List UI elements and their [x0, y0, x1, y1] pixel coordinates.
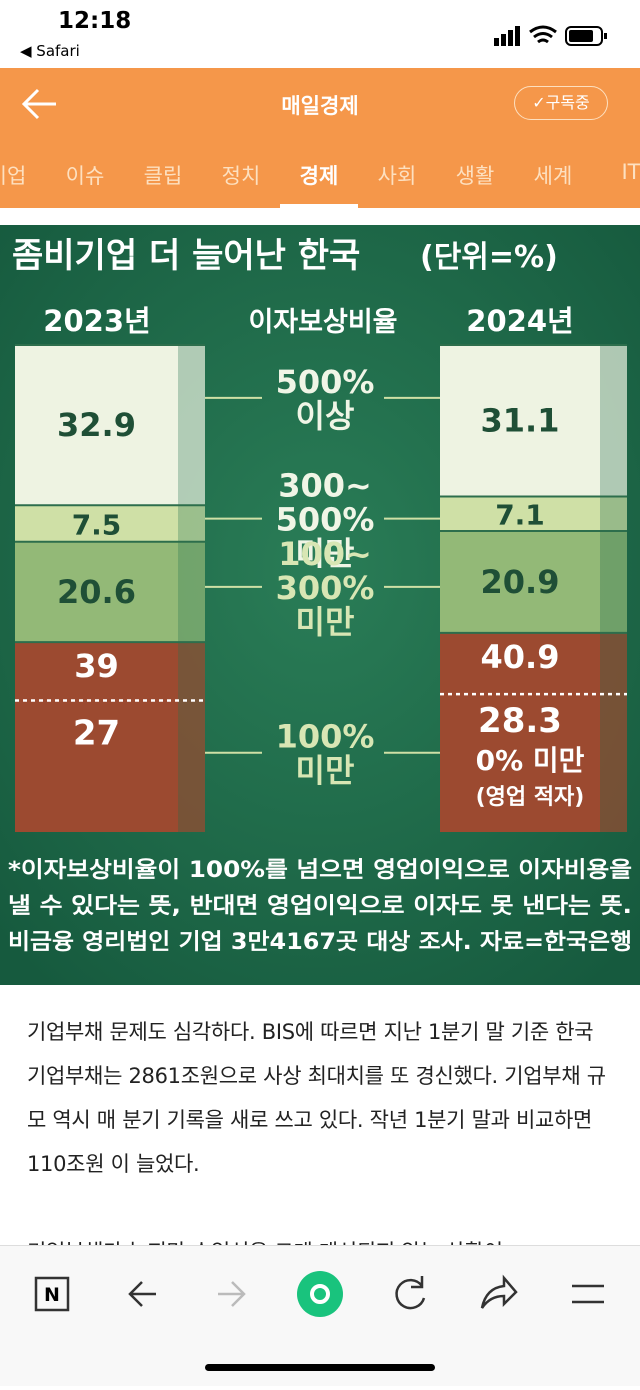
bar-segment	[440, 632, 600, 832]
status-icons	[494, 25, 607, 46]
footnote: 낼 수 있다는 뜻, 반대면 영업이익으로 이자도 못 낸다는 뜻.	[8, 894, 632, 919]
article: 기업부채 문제도 심각하다. BIS에 따르면 지난 1분기 말 기준 한국 기…	[27, 1010, 617, 1245]
value-label: 20.6	[57, 573, 136, 611]
category-label: 100%	[276, 718, 375, 756]
paragraph: 기업부채 문제도 심각하다. BIS에 따르면 지난 1분기 말 기준 한국 기…	[27, 1020, 606, 1176]
deficit-value: 28.3	[478, 701, 562, 741]
bar-edge	[600, 632, 627, 832]
value-label: 7.5	[72, 508, 122, 541]
bar-edge	[178, 541, 205, 643]
tab[interactable]: 이슈	[65, 164, 105, 188]
svg-text:N: N	[44, 1284, 60, 1306]
tab[interactable]: 생활	[455, 164, 495, 188]
bar-edge	[600, 531, 627, 633]
time: 12:18	[58, 8, 132, 34]
tab[interactable]: 세계	[533, 164, 573, 188]
category-label: 500%	[276, 363, 375, 401]
bar-segment	[15, 505, 178, 542]
tab-indicator	[280, 204, 358, 208]
header-title: 매일경제	[281, 94, 359, 118]
category-label: 미만	[296, 603, 355, 641]
middle-header: 이자보상비율	[248, 307, 397, 338]
bar-segment	[440, 531, 600, 633]
bar-segment	[15, 541, 178, 643]
tab[interactable]: 사회	[377, 164, 417, 188]
footnote: 비금융 영리법인 기업 3만4167곳 대상 조사. 자료=한국은행	[8, 930, 632, 955]
deficit-label: (영업 적자)	[476, 785, 585, 810]
tab[interactable]: 클립	[143, 164, 183, 188]
bar-segment	[15, 345, 178, 506]
tab[interactable]: 기업	[0, 164, 27, 188]
toolbar: N	[0, 1245, 640, 1386]
tab-bar: 기업 이슈 클립 정치 경제 사회 생활 세계 IT	[0, 160, 640, 208]
category-label: 이상	[296, 397, 355, 435]
paragraph: 기업부채가 늘지만 수익성은 크게 개선되지 않는 상황이	[27, 1230, 617, 1245]
bar-edge	[178, 345, 205, 506]
tab[interactable]: 경제	[299, 164, 339, 188]
deficit-value: 27	[73, 714, 120, 754]
bar-edge	[178, 642, 205, 832]
category-label: 500%	[276, 501, 375, 539]
bar-segment	[15, 642, 178, 832]
category-label: 미만	[296, 535, 355, 573]
status-bar: 12:18 ◀ Safari	[0, 0, 640, 68]
value-label: 40.9	[481, 638, 560, 676]
deficit-label: 0% 미만	[476, 744, 585, 777]
year-header: 2023년	[43, 304, 150, 338]
tab[interactable]: 정치	[221, 164, 261, 188]
bar-segment	[440, 496, 600, 532]
back-app[interactable]: ◀ Safari	[20, 42, 80, 60]
category-label: 미만	[296, 752, 355, 790]
bar-segment	[440, 345, 600, 497]
app-header: 매일경제 ✓구독중 기업 이슈 클립 정치 경제 사회 생활 세계 IT	[0, 68, 640, 208]
infographic: 좀비기업 더 늘어난 한국 (단위=%) 2023년 이자보상비율 2024년 …	[0, 225, 640, 985]
category-label: 300%	[276, 569, 375, 607]
category-label: 300~	[278, 467, 372, 505]
year-header: 2024년	[466, 304, 573, 338]
value-label: 32.9	[57, 406, 136, 444]
subscribe-button[interactable]: ✓구독중	[514, 86, 608, 120]
value-label: 31.1	[481, 402, 560, 440]
info-unit: (단위=%)	[420, 240, 558, 275]
value-label: 39	[74, 647, 119, 685]
value-label: 20.9	[481, 563, 560, 601]
subscribe-label: 구독중	[545, 93, 590, 112]
back-button[interactable]	[20, 88, 60, 120]
info-title: 좀비기업 더 늘어난 한국	[12, 236, 360, 276]
tab[interactable]: IT	[621, 160, 640, 184]
bar-edge	[600, 496, 627, 532]
bar-edge	[178, 505, 205, 542]
footnote: *이자보상비율이 100%를 넘으면 영업이익으로 이자비용을	[8, 858, 632, 883]
bar-edge	[600, 345, 627, 497]
value-label: 7.1	[495, 499, 545, 532]
category-label: 100~	[278, 535, 372, 573]
toolbar-icons[interactable]: N	[0, 1246, 640, 1386]
